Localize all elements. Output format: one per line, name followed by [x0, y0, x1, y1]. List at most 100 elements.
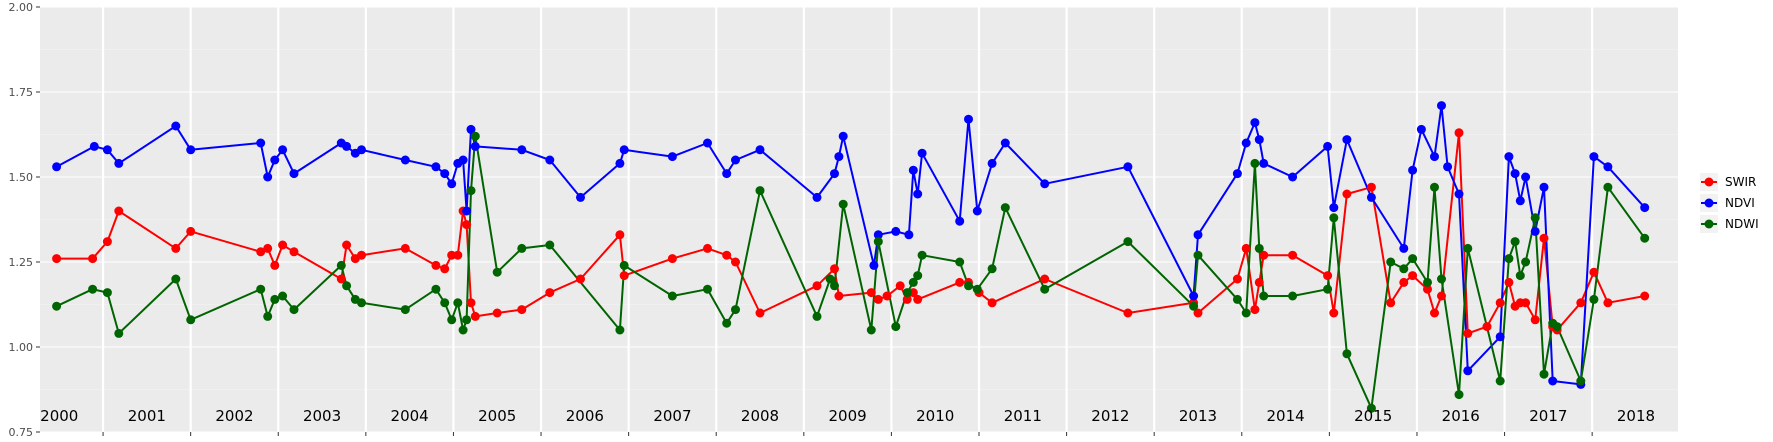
data-point-ndvi: [904, 230, 914, 240]
data-point-swir: [615, 230, 625, 240]
data-point-ndwi: [731, 305, 740, 315]
data-point-ndwi: [270, 294, 280, 304]
year-label: 2014: [1266, 407, 1304, 425]
data-point-ndwi: [1329, 213, 1339, 223]
data-point-ndwi: [1437, 274, 1446, 284]
data-point-swir: [1463, 328, 1473, 338]
data-point-swir: [1386, 298, 1396, 308]
year-label: 2009: [829, 407, 867, 425]
data-point-ndvi: [891, 226, 901, 236]
data-point-swir: [902, 294, 912, 304]
data-point-ndvi: [1521, 172, 1531, 182]
data-point-ndwi: [400, 305, 410, 315]
data-point-ndwi: [1189, 301, 1199, 311]
data-point-ndvi: [1366, 192, 1376, 202]
data-point-ndvi: [1437, 101, 1446, 111]
data-point-swir: [1504, 277, 1514, 287]
year-label: 2008: [741, 407, 779, 425]
data-point-ndwi: [908, 277, 918, 287]
data-point-ndwi: [825, 274, 835, 284]
year-label: 2011: [1004, 407, 1042, 425]
data-point-swir: [703, 243, 712, 253]
year-labels: 2000 2001 2002 2003 2004 2005 2006 2007 2008 2009…: [40, 407, 1655, 425]
data-point-ndvi: [447, 179, 457, 189]
data-point-swir: [667, 254, 677, 264]
data-point-swir: [470, 311, 480, 321]
data-point-ndwi: [517, 243, 527, 253]
data-point-swir: [52, 254, 62, 264]
data-point-ndwi: [955, 257, 965, 267]
data-point-ndvi: [289, 169, 299, 179]
data-point-ndwi: [1000, 203, 1010, 213]
data-point-ndwi: [102, 288, 112, 298]
data-point-ndvi: [517, 145, 527, 155]
data-point-swir: [731, 257, 740, 267]
data-point-ndvi: [987, 158, 997, 168]
data-point-swir: [278, 240, 288, 250]
data-point-ndwi: [1250, 158, 1260, 168]
data-point-ndwi: [278, 291, 288, 301]
y-axis: 0.75 1.00 1.25 1.50 1.75 2.00: [9, 1, 40, 439]
year-label: 2003: [303, 407, 341, 425]
data-point-swir: [866, 288, 876, 298]
data-point-swir: [171, 243, 181, 253]
data-point-swir: [453, 250, 463, 260]
data-point-swir: [336, 274, 346, 284]
data-point-swir: [834, 291, 844, 301]
year-label: 2007: [653, 407, 691, 425]
data-point-ndvi: [873, 230, 883, 240]
data-point-swir: [1288, 250, 1298, 260]
data-point-swir: [1454, 128, 1464, 138]
data-point-swir: [431, 260, 441, 270]
data-point-ndvi: [838, 131, 848, 141]
data-point-ndwi: [256, 284, 266, 294]
data-point-ndvi: [400, 155, 410, 165]
data-point-ndwi: [964, 281, 973, 291]
data-point-ndvi: [470, 141, 480, 151]
data-point-ndvi: [1123, 162, 1133, 172]
data-point-ndwi: [619, 260, 629, 270]
data-point-swir: [114, 206, 124, 216]
y-tick-label: 0.75: [9, 426, 34, 439]
data-point-ndvi: [972, 206, 982, 216]
data-point-ndvi: [1548, 376, 1558, 386]
x-axis: [102, 432, 1593, 436]
data-point-ndvi: [1040, 179, 1050, 189]
data-point-swir: [1430, 308, 1439, 318]
data-point-swir: [289, 247, 299, 257]
data-point-ndvi: [186, 145, 196, 155]
data-point-swir: [342, 240, 352, 250]
data-point-ndwi: [88, 284, 98, 294]
data-point-ndwi: [866, 325, 876, 335]
data-point-ndwi: [615, 325, 625, 335]
data-point-swir: [1329, 308, 1339, 318]
data-point-swir: [987, 298, 997, 308]
data-point-ndvi: [1454, 189, 1464, 199]
data-point-ndwi: [186, 315, 196, 325]
data-point-swir: [270, 260, 280, 270]
legend-point-ndwi: [1704, 219, 1714, 229]
data-point-ndwi: [1288, 291, 1298, 301]
data-point-swir: [263, 243, 273, 253]
data-point-ndvi: [1515, 196, 1525, 206]
year-label: 2015: [1354, 407, 1392, 425]
data-point-ndvi: [1463, 366, 1473, 376]
data-point-ndvi: [102, 145, 112, 155]
data-point-ndwi: [1640, 233, 1650, 243]
data-point-ndvi: [830, 169, 839, 179]
data-point-ndvi: [1323, 141, 1333, 151]
data-point-ndwi: [987, 264, 997, 274]
data-point-ndwi: [1495, 376, 1505, 386]
data-point-swir: [1366, 182, 1376, 192]
data-point-ndvi: [431, 162, 441, 172]
data-point-swir: [1323, 271, 1333, 281]
data-point-swir: [1342, 189, 1352, 199]
data-point-ndwi: [812, 311, 822, 321]
data-point-swir: [1521, 298, 1531, 308]
year-label: 2018: [1617, 407, 1655, 425]
data-point-ndwi: [1504, 254, 1514, 264]
data-point-ndwi: [431, 284, 441, 294]
data-point-swir: [1495, 298, 1505, 308]
data-point-ndwi: [873, 237, 883, 247]
data-point-swir: [1040, 274, 1050, 284]
